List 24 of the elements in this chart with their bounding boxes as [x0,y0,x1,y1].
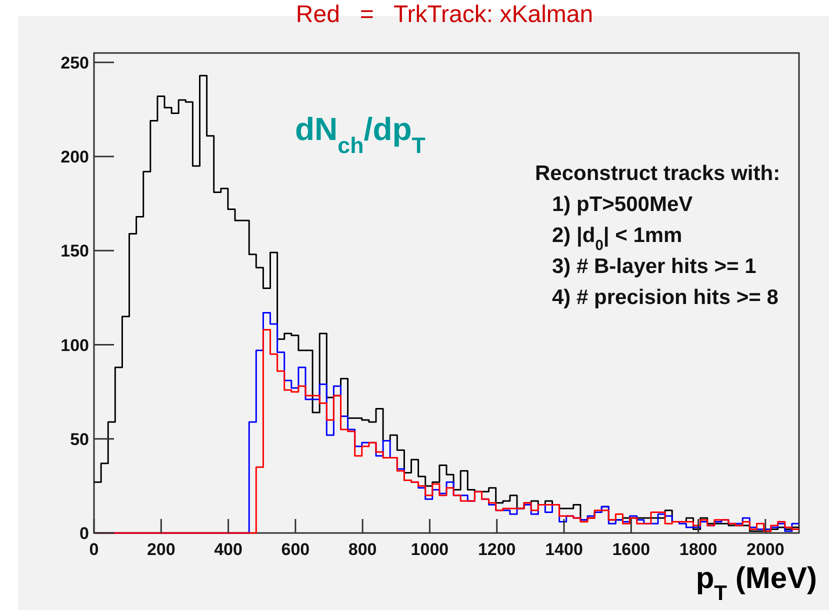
y-tick-label: 100 [60,336,89,355]
annotation: 4) # precision hits >= 8 [552,286,779,309]
x-tick-label: 1000 [410,540,449,559]
x-tick-label: 400 [214,540,242,559]
x-tick-label: 1200 [478,540,516,559]
y-tick-label: 50 [70,430,89,449]
x-axis-title: p$_{T}$ (MeV) [696,562,817,604]
annotation: dN$_{ch}$/dp$_{T}$ [295,111,426,158]
x-tick-label: 1400 [545,540,583,559]
annotation: 1) pT>500MeV [552,193,693,216]
y-tick-label: 150 [60,242,89,261]
annotation: 2) |d$_{0}$| < 1mm [552,224,682,254]
annotation: Reconstruct tracks with: [535,162,780,185]
x-tick-label: 800 [348,540,377,559]
annotation: 3) # B-layer hits >= 1 [552,255,757,278]
x-tick-label: 2000 [746,540,784,559]
chart-title: Red = TrkTrack: xKalman [296,1,594,28]
x-tick-label: 200 [146,540,176,559]
y-tick-label: 200 [60,148,89,167]
x-tick-label: 1800 [679,540,718,559]
y-tick-label: 0 [80,524,89,543]
x-tick-label: 1600 [612,540,650,559]
y-tick-label: 250 [60,53,89,72]
x-tick-label: 600 [281,540,310,559]
